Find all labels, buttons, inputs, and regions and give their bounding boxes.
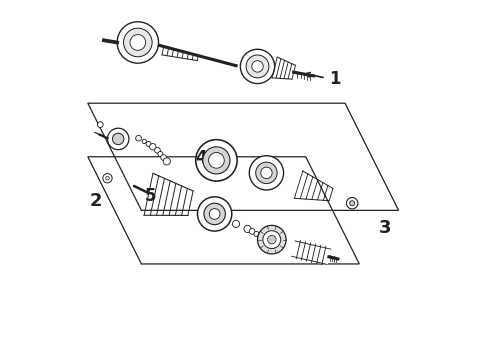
Circle shape xyxy=(155,148,160,153)
Circle shape xyxy=(123,28,152,57)
Circle shape xyxy=(149,144,156,150)
Circle shape xyxy=(113,133,124,145)
Circle shape xyxy=(130,35,146,50)
Circle shape xyxy=(163,158,171,165)
Circle shape xyxy=(117,22,159,63)
Circle shape xyxy=(103,174,112,183)
Circle shape xyxy=(158,152,163,157)
Circle shape xyxy=(142,139,147,144)
Text: 3: 3 xyxy=(379,219,392,237)
Circle shape xyxy=(136,135,142,141)
Circle shape xyxy=(197,197,232,231)
Circle shape xyxy=(350,201,355,206)
Circle shape xyxy=(196,140,237,181)
Circle shape xyxy=(249,229,255,234)
Circle shape xyxy=(246,55,269,78)
Circle shape xyxy=(98,122,103,127)
Circle shape xyxy=(244,225,251,233)
Polygon shape xyxy=(292,241,331,265)
Circle shape xyxy=(146,141,151,147)
Text: 5: 5 xyxy=(145,187,156,205)
Text: 4: 4 xyxy=(195,149,207,167)
Circle shape xyxy=(203,147,230,174)
Circle shape xyxy=(263,231,281,249)
Circle shape xyxy=(232,220,240,228)
Circle shape xyxy=(254,231,259,237)
Text: 1: 1 xyxy=(329,69,341,87)
Circle shape xyxy=(204,203,225,225)
Circle shape xyxy=(209,208,220,219)
Circle shape xyxy=(241,49,275,84)
Circle shape xyxy=(209,153,224,168)
Circle shape xyxy=(106,176,109,180)
Circle shape xyxy=(252,61,263,72)
Circle shape xyxy=(107,128,129,150)
Circle shape xyxy=(346,198,358,209)
Circle shape xyxy=(268,235,276,244)
Circle shape xyxy=(161,155,167,160)
Circle shape xyxy=(258,225,286,254)
Circle shape xyxy=(249,156,284,190)
Circle shape xyxy=(261,167,272,179)
Circle shape xyxy=(256,162,277,184)
Text: 2: 2 xyxy=(90,193,102,211)
